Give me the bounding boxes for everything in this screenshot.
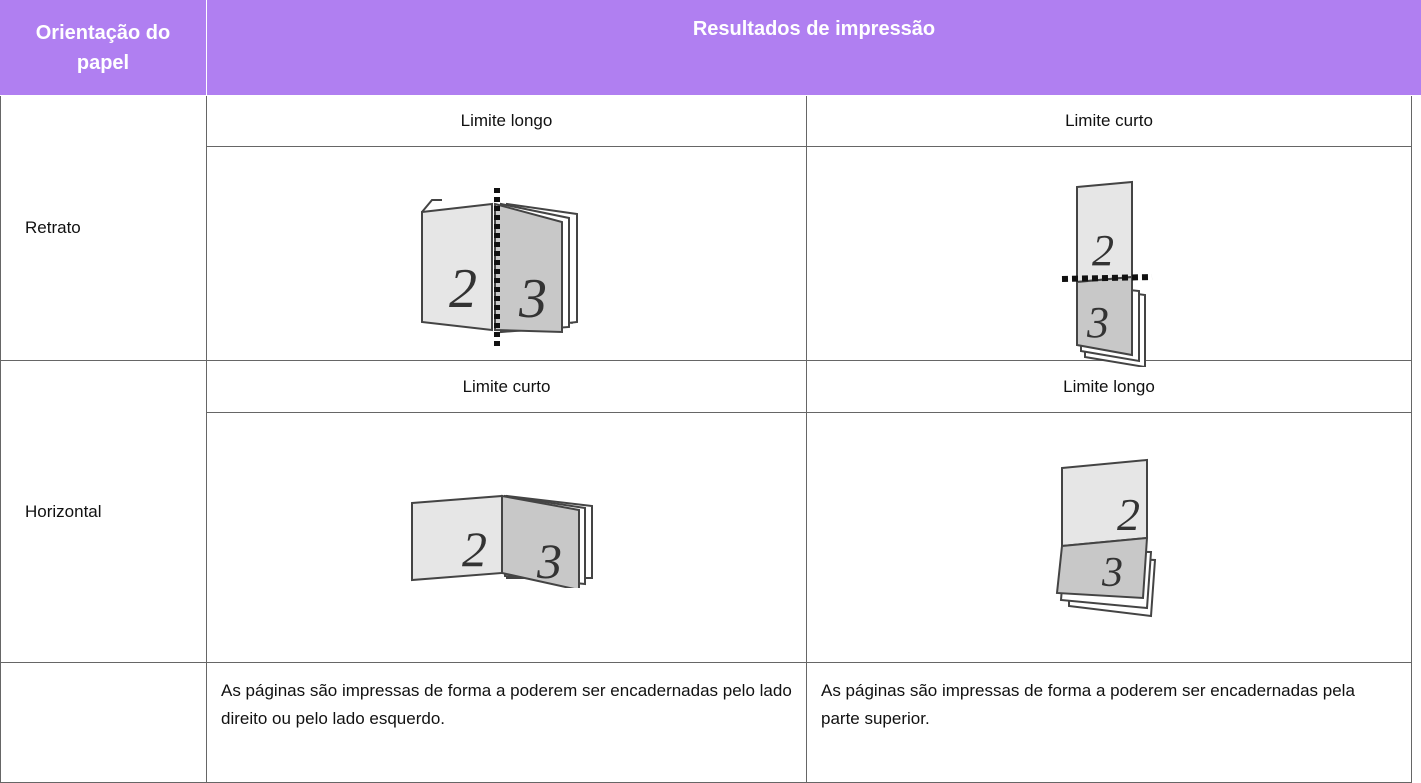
page-number: 3: [536, 533, 562, 588]
page-number: 2: [1092, 226, 1114, 275]
option-label: Limite longo: [460, 111, 553, 130]
illustration-cell: 2 3: [207, 413, 807, 663]
option-label: Limite curto: [1065, 111, 1153, 130]
orientation-cell: Retrato: [0, 96, 207, 361]
note-cell: As páginas são impressas de forma a pode…: [807, 663, 1412, 783]
option-cell: Limite longo: [807, 361, 1412, 413]
illustration-cell: 2 3: [807, 413, 1412, 663]
orientation-label: Retrato: [25, 218, 81, 237]
option-label: Limite longo: [1063, 376, 1155, 396]
note-cell: As páginas são impressas de forma a pode…: [207, 663, 807, 783]
header-cell: Orientação do papel: [0, 0, 207, 96]
header-results: Resultados de impressão: [692, 18, 936, 40]
orientation-label: Horizontal: [25, 501, 102, 521]
illustration-cell: 2 3: [807, 147, 1412, 367]
page-number: 2: [1117, 489, 1140, 540]
option-cell: Limite longo: [207, 96, 807, 147]
page-number: 3: [1086, 298, 1109, 347]
note-text: As páginas são impressas de forma a pode…: [821, 681, 1355, 728]
header-orientation: Orientação do papel: [35, 21, 171, 74]
orientation-cell: Horizontal: [0, 361, 207, 663]
option-label: Limite curto: [462, 376, 551, 396]
option-cell: Limite curto: [807, 96, 1412, 147]
booklet-illustration: 2 3: [1061, 180, 1153, 367]
page-number: 2: [462, 521, 487, 577]
booklet-illustration: 2 3: [421, 188, 578, 347]
option-cell: Limite curto: [207, 361, 807, 413]
page-number: 2: [449, 258, 477, 320]
note-text: As páginas são impressas de forma a pode…: [221, 681, 792, 728]
page-number: 3: [518, 268, 547, 330]
page-number: 3: [1101, 550, 1123, 596]
booklet-illustration: 2 3: [411, 494, 593, 588]
empty-cell: [0, 663, 207, 783]
header-cell: Resultados de impressão: [207, 0, 1421, 96]
illustration-cell: 2 3: [207, 147, 807, 361]
booklet-illustration: 2 3: [1055, 458, 1157, 618]
